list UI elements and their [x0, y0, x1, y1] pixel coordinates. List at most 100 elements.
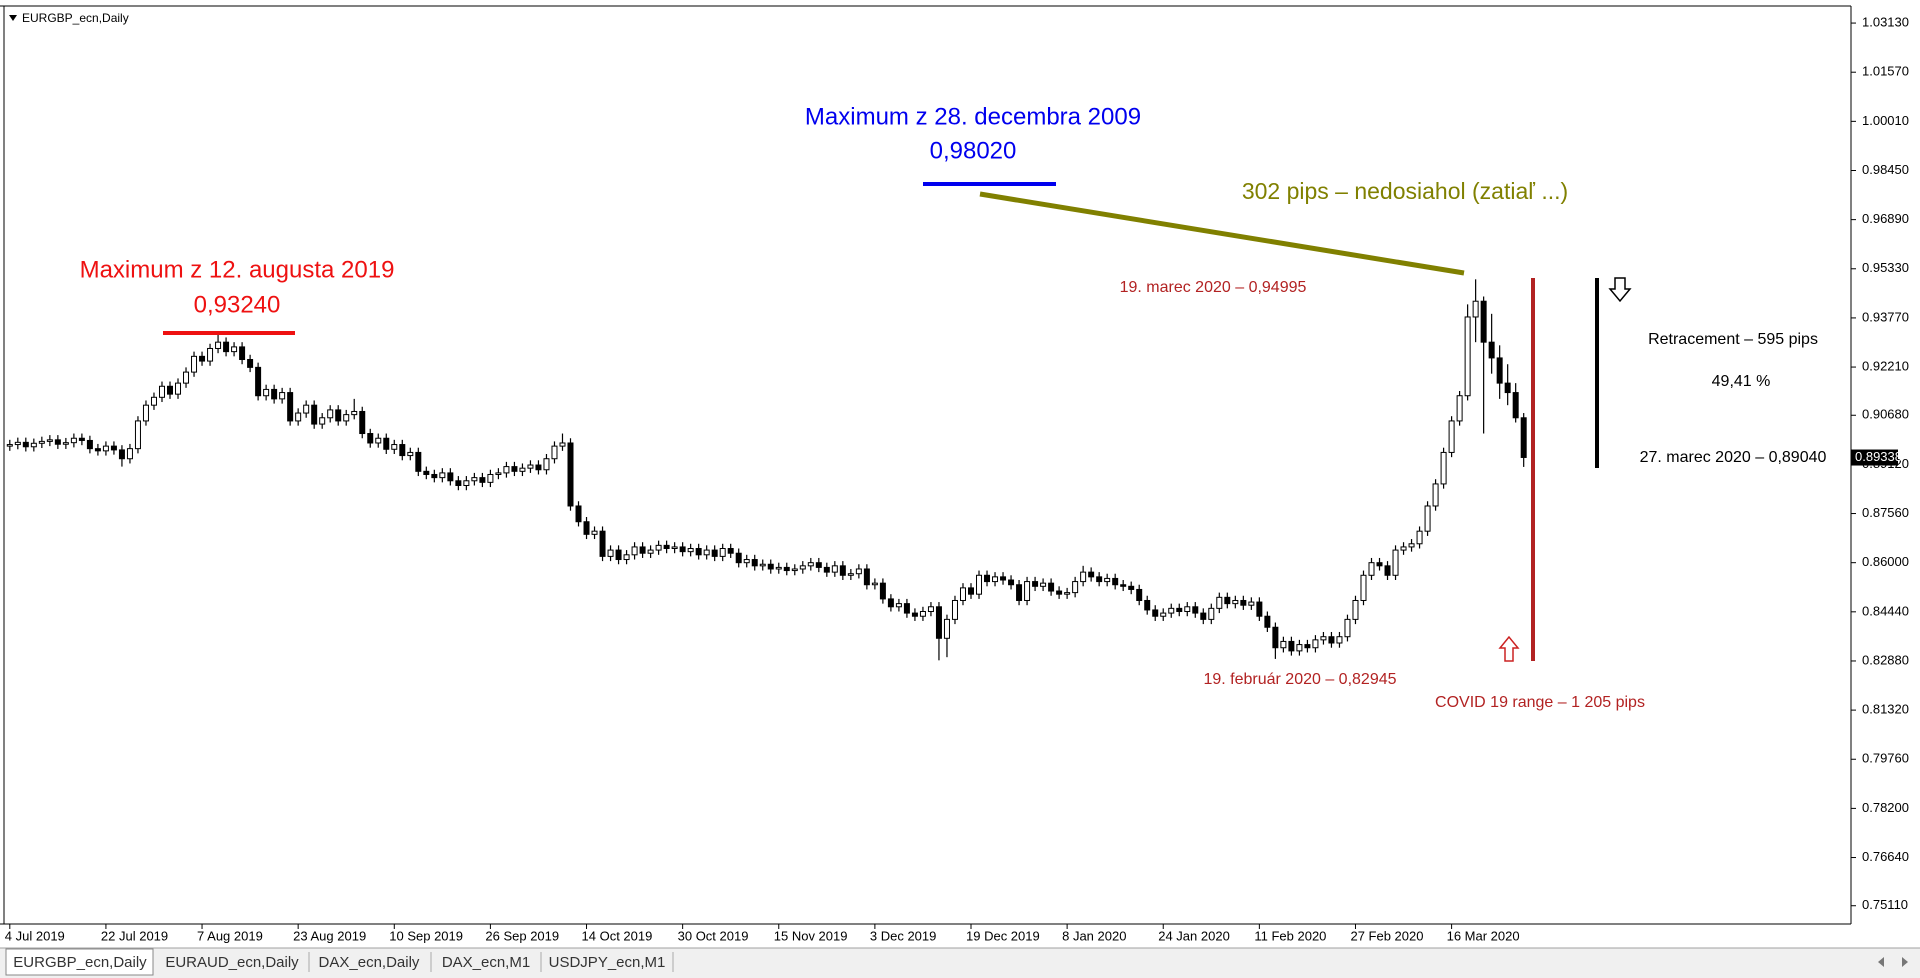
- annotation: Maximum z 12. augusta 2019: [80, 256, 395, 283]
- candle-body: [1184, 606, 1191, 613]
- candle-body: [1416, 530, 1423, 545]
- x-tick-label: 22 Jul 2019: [101, 928, 168, 943]
- candle-body: [455, 480, 462, 487]
- candle-body: [911, 612, 918, 617]
- candle-body: [1400, 546, 1407, 551]
- candle-body: [215, 341, 222, 349]
- candle-body: [1264, 615, 1271, 628]
- x-tick-label: 10 Sep 2019: [389, 928, 463, 943]
- annotation: 19. február 2020 – 0,82945: [1203, 671, 1396, 688]
- candle-body: [1520, 417, 1527, 458]
- candle-body: [735, 552, 742, 564]
- candle-body: [1160, 612, 1167, 617]
- y-tick-label: 1.01570: [1862, 64, 1909, 79]
- up-arrow: [1498, 635, 1520, 662]
- candle-body: [359, 410, 366, 435]
- candle-body: [599, 530, 606, 557]
- candle-body: [1120, 584, 1127, 587]
- candle-body: [639, 546, 646, 554]
- candle-body: [903, 603, 910, 614]
- tab[interactable]: EURAUD_ecn,Daily: [165, 954, 299, 971]
- candle-body: [1032, 581, 1039, 587]
- menu-triangle[interactable]: [9, 15, 17, 21]
- candle-body: [951, 599, 958, 620]
- tab-active[interactable]: [5, 948, 154, 976]
- candle-body: [519, 467, 526, 472]
- candle-body: [831, 565, 838, 573]
- candle-body: [671, 546, 678, 550]
- candle-body: [1504, 382, 1511, 394]
- y-tick-label: 0.92210: [1862, 358, 1909, 373]
- candle-body: [1320, 636, 1327, 641]
- tab[interactable]: DAX_ecn,Daily: [319, 954, 420, 971]
- candle-body: [487, 473, 494, 483]
- y-tick-label: 0.81320: [1862, 702, 1909, 717]
- candle-body: [895, 603, 902, 608]
- candle-body: [6, 444, 13, 447]
- candle-body: [695, 548, 702, 556]
- candle-body: [1376, 562, 1383, 567]
- candle-body: [775, 566, 782, 570]
- candle-body: [791, 568, 798, 572]
- candle-body: [287, 392, 294, 422]
- candle-body: [447, 472, 454, 482]
- candle-body: [1168, 607, 1175, 614]
- annotation: Maximum z 28. decembra 2009: [805, 103, 1141, 130]
- candle-body: [1496, 357, 1503, 384]
- candle-body: [1152, 609, 1159, 617]
- candle-body: [102, 445, 109, 452]
- candle-body: [1344, 618, 1351, 638]
- candle-body: [799, 565, 806, 570]
- y-tick-label: 0.76640: [1862, 849, 1909, 864]
- x-tick-label: 16 Mar 2020: [1447, 928, 1520, 943]
- candle-body: [207, 347, 214, 362]
- y-tick-label: 0.75110: [1862, 897, 1908, 912]
- candle-body: [863, 568, 870, 586]
- candle-body: [976, 574, 983, 595]
- y-tick-label: 0.79760: [1862, 751, 1909, 766]
- candle-body: [767, 563, 774, 570]
- scroll-right[interactable]: [1902, 957, 1908, 967]
- candle-body: [343, 414, 350, 422]
- candle-body: [1480, 300, 1487, 343]
- candle-body: [1304, 644, 1311, 649]
- candle-body: [943, 618, 950, 639]
- candle-body: [583, 521, 590, 535]
- candle-body: [623, 554, 630, 561]
- candle-body: [847, 573, 854, 576]
- candle-body: [1384, 565, 1391, 576]
- candle-body: [1440, 451, 1447, 485]
- candle-body: [1392, 549, 1399, 576]
- candle-body: [94, 448, 101, 452]
- candle-body: [807, 562, 814, 567]
- candle-body: [1024, 581, 1031, 601]
- tab[interactable]: EURGBP_ecn,Daily: [13, 954, 147, 971]
- candle-body: [527, 464, 534, 469]
- candle-body: [679, 546, 686, 553]
- candle-body: [1448, 420, 1455, 453]
- candle-body: [607, 549, 614, 557]
- candle-body: [367, 433, 374, 444]
- candle-body: [223, 341, 230, 353]
- candle-body: [471, 477, 478, 482]
- candle-body: [839, 565, 846, 576]
- y-tick-label: 0.90680: [1862, 407, 1909, 422]
- candle-body: [591, 530, 598, 535]
- candle-body: [351, 410, 358, 416]
- candle-body: [1208, 607, 1215, 620]
- tab[interactable]: USDJPY_ecn,M1: [549, 954, 666, 971]
- tab[interactable]: DAX_ecn,M1: [442, 954, 530, 971]
- candle-body: [407, 451, 414, 457]
- candle-body: [663, 544, 670, 550]
- candle-body: [255, 366, 262, 397]
- candle-body: [479, 477, 486, 483]
- candle-body: [38, 440, 45, 444]
- scroll-left[interactable]: [1878, 957, 1884, 967]
- candle-body: [935, 606, 942, 639]
- candle-body: [431, 473, 438, 479]
- candle-body: [1280, 640, 1287, 649]
- candle-body: [167, 385, 173, 395]
- candle-body: [14, 441, 21, 446]
- annotation: 49,41 %: [1712, 373, 1771, 390]
